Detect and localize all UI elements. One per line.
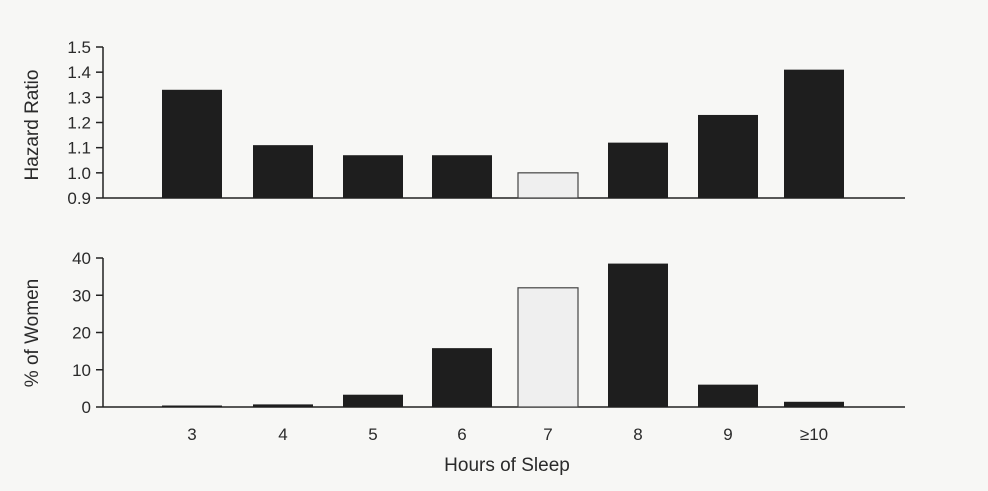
x-axis-title: Hours of Sleep — [444, 455, 570, 476]
hazard-ratio-tick-label: 1.1 — [67, 139, 91, 158]
hazard-ratio-tick-label: 1.0 — [67, 164, 91, 183]
percent-women-tick-label: 0 — [82, 398, 91, 417]
percent-women-bar — [162, 405, 222, 407]
percent-women-bar — [343, 394, 403, 407]
category-label: 7 — [543, 425, 552, 444]
category-label: 8 — [633, 425, 642, 444]
hazard-ratio-bar — [517, 172, 579, 199]
percent-women-tick-label: 20 — [72, 324, 91, 343]
category-label: 9 — [723, 425, 732, 444]
hazard-ratio-bar — [608, 142, 668, 198]
category-label: 3 — [187, 425, 196, 444]
hazard-ratio-tick-label: 1.5 — [67, 38, 91, 57]
percent-women-tick-label: 30 — [72, 286, 91, 305]
hazard-ratio-tick-label: 1.3 — [67, 88, 91, 107]
hazard-ratio-bar — [343, 155, 403, 198]
percent-women-bar — [517, 287, 579, 408]
hazard-ratio-bar — [253, 145, 313, 198]
percent-women-bar — [432, 348, 492, 407]
category-label: 5 — [368, 425, 377, 444]
percent-women-tick-label: 10 — [72, 361, 91, 380]
category-label: 6 — [457, 425, 466, 444]
hazard-ratio-bar — [784, 69, 844, 199]
hazard-ratio-tick-label: 1.4 — [67, 63, 91, 82]
percent-women-panel: % of Women 0 10 20 30 40 3 4 5 6 7 8 9 ≥10 Hours of… — [22, 249, 905, 476]
percent-women-bar — [253, 404, 313, 407]
hazard-ratio-bar — [698, 114, 758, 198]
category-label: 4 — [278, 425, 287, 444]
hazard-ratio-tick-label: 1.2 — [67, 114, 91, 133]
percent-women-y-title: % of Women — [22, 279, 43, 387]
percent-women-bar — [784, 401, 844, 407]
percent-women-bar — [608, 263, 668, 407]
percent-women-bar — [698, 384, 758, 407]
category-label: ≥10 — [800, 425, 828, 444]
hazard-ratio-y-title: Hazard Ratio — [22, 70, 43, 181]
hazard-ratio-bar — [432, 155, 492, 198]
hazard-ratio-tick-label: 0.9 — [67, 189, 91, 208]
hazard-ratio-bar — [162, 89, 222, 198]
percent-women-tick-label: 40 — [72, 249, 91, 268]
hazard-ratio-panel: Hazard Ratio 0.9 1.0 1.1 1.2 1.3 1.4 1.5 — [22, 38, 905, 208]
